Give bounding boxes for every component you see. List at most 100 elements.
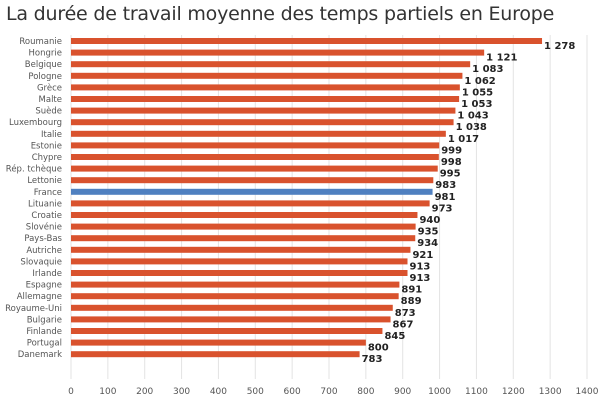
bar (71, 165, 438, 172)
bar (71, 154, 439, 160)
x-tick-label: 200 (136, 387, 153, 397)
category-label: Croatie (31, 211, 62, 221)
category-label: Pologne (28, 72, 62, 82)
bar (71, 316, 391, 323)
value-label: 800 (368, 343, 389, 354)
category-label: Espagne (26, 281, 62, 291)
bar (71, 119, 454, 126)
bar (71, 304, 393, 311)
category-label: Slovénie (26, 222, 62, 233)
bar (71, 38, 543, 44)
category-label: Suède (35, 106, 62, 117)
category-label: Roumanie (19, 37, 62, 47)
x-tick-label: 300 (173, 387, 190, 397)
bar (71, 339, 366, 346)
x-tick-label: 400 (210, 387, 227, 397)
category-label: Finlande (26, 327, 62, 337)
category-label: France (34, 188, 62, 198)
value-label: 973 (432, 203, 453, 214)
value-label: 995 (440, 169, 461, 180)
x-tick-label: 1300 (539, 387, 562, 397)
x-tick-label: 600 (284, 387, 301, 397)
category-label: Lettonie (27, 176, 62, 186)
x-tick-label: 800 (357, 387, 374, 397)
value-label: 1 038 (456, 122, 487, 133)
category-label: Italie (41, 130, 62, 140)
chart-title: La durée de travail moyenne des temps pa… (6, 3, 555, 25)
x-tick-label: 1200 (502, 387, 525, 397)
category-label: Allemagne (17, 292, 62, 302)
category-label: Lituanie (28, 199, 62, 209)
x-tick-label: 100 (99, 387, 116, 397)
bar (71, 293, 399, 300)
value-label: 1 083 (472, 64, 503, 75)
bar (71, 142, 440, 149)
bar (71, 281, 400, 288)
value-label: 940 (419, 215, 440, 226)
category-label: Royaume-Uni (5, 304, 62, 314)
bar (71, 177, 434, 184)
category-label: Malte (39, 95, 62, 105)
category-label: Autriche (26, 246, 62, 256)
category-label: Portugal (27, 339, 62, 349)
bar (71, 130, 446, 137)
value-label: 934 (417, 238, 438, 249)
x-tick-label: 1000 (428, 387, 451, 397)
category-label: Pays-Bas (24, 234, 62, 244)
x-tick-label: 1400 (576, 387, 599, 397)
bar (71, 212, 418, 218)
bar (71, 235, 416, 242)
bar (71, 49, 485, 56)
value-label: 999 (441, 145, 462, 156)
x-tick-label: 500 (247, 387, 264, 397)
bar (71, 258, 408, 265)
category-label: Hongrie (29, 49, 62, 59)
value-label: 1 062 (464, 76, 495, 87)
x-tick-label: 700 (320, 387, 337, 397)
value-label: 1 055 (462, 87, 493, 98)
bar (71, 61, 471, 68)
category-label: Danemark (18, 350, 62, 360)
value-label: 889 (401, 296, 422, 307)
x-tick-label: 900 (394, 387, 411, 397)
value-label: 867 (393, 319, 414, 330)
value-label: 1 278 (544, 41, 575, 52)
bar (71, 84, 460, 91)
bar (71, 72, 463, 79)
bar (71, 246, 411, 253)
value-label: 1 043 (457, 111, 488, 122)
bar (71, 328, 383, 334)
value-label: 935 (418, 227, 439, 238)
category-label: Rép. tchèque (6, 164, 62, 175)
bar (71, 188, 433, 195)
category-label: Belgique (25, 60, 62, 70)
value-label: 921 (412, 250, 433, 261)
value-label: 1 121 (486, 53, 517, 64)
value-label: 913 (410, 261, 431, 272)
x-tick-label: 1100 (465, 387, 488, 397)
category-label: Slovaquie (20, 257, 62, 267)
category-label: Chypre (32, 153, 62, 163)
bar (71, 223, 416, 230)
value-label: 1 017 (448, 134, 479, 145)
category-label: Estonie (31, 141, 62, 151)
category-label: Bulgarie (27, 315, 62, 325)
value-label: 783 (362, 354, 383, 365)
value-label: 913 (410, 273, 431, 284)
bar (71, 200, 430, 207)
value-label: 1 053 (461, 99, 492, 110)
x-tick-label: 0 (68, 387, 74, 397)
value-label: 845 (384, 331, 405, 342)
value-label: 891 (401, 285, 422, 296)
value-label: 981 (435, 192, 456, 203)
bar (71, 351, 360, 358)
category-label: Luxembourg (9, 118, 62, 128)
category-label: Grèce (37, 82, 62, 93)
bar (71, 96, 460, 102)
bar (71, 270, 408, 276)
category-label: Irlande (32, 269, 62, 279)
value-label: 983 (435, 180, 456, 191)
bar (71, 107, 456, 114)
value-label: 873 (395, 308, 416, 319)
